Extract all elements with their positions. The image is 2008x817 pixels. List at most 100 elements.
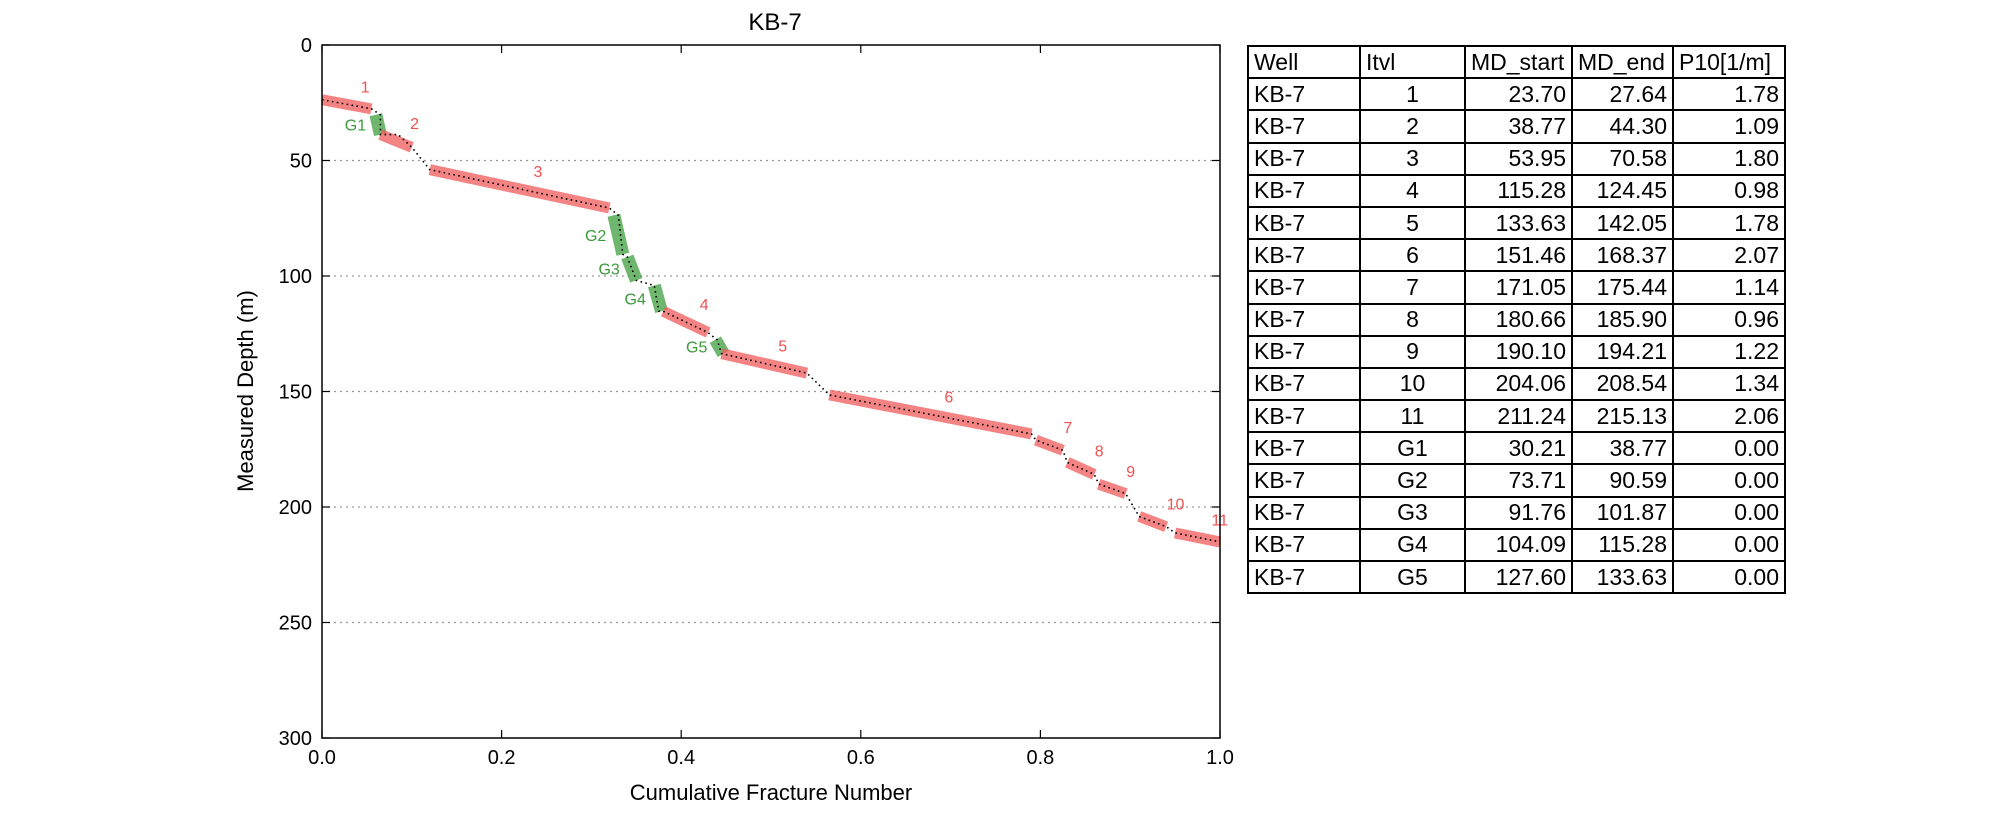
interval-label: 4 (700, 297, 709, 314)
interval-label: 7 (1063, 420, 1072, 437)
gap-band (614, 215, 623, 254)
cell-well: KB-7 (1248, 271, 1360, 303)
cell-itvl: 2 (1360, 110, 1465, 142)
cell-well: KB-7 (1248, 143, 1360, 175)
col-header-md-end: MD_end (1572, 46, 1673, 78)
cell-p10: 1.78 (1673, 78, 1785, 110)
cell-md-start: 171.05 (1465, 271, 1572, 303)
cell-p10: 0.00 (1673, 497, 1785, 529)
cell-itvl: 10 (1360, 368, 1465, 400)
cell-md-start: 91.76 (1465, 497, 1572, 529)
col-header-md-start: MD_start (1465, 46, 1572, 78)
interval-label: 3 (534, 164, 543, 181)
y-tick-label: 200 (279, 497, 312, 519)
interval-band (1036, 440, 1063, 450)
cell-well: KB-7 (1248, 529, 1360, 561)
cell-itvl: 7 (1360, 271, 1465, 303)
cell-md-start: 104.09 (1465, 529, 1572, 561)
table-row: KB-7 6 151.46 168.37 2.07 (1248, 239, 1785, 271)
axis-ticks: 0.0 0.2 0.4 0.6 0.8 1.0050100150200250300 (279, 35, 1234, 769)
cell-p10: 0.00 (1673, 529, 1785, 561)
cell-well: KB-7 (1248, 497, 1360, 529)
cell-md-start: 38.77 (1465, 110, 1572, 142)
gap-label: G3 (598, 262, 619, 279)
cell-well: KB-7 (1248, 239, 1360, 271)
cell-md-end: 142.05 (1572, 207, 1673, 239)
interval-label: 5 (778, 338, 787, 355)
cell-p10: 1.14 (1673, 271, 1785, 303)
col-header-well: Well (1248, 46, 1360, 78)
gap-label: G2 (585, 228, 606, 245)
y-tick-label: 150 (279, 382, 312, 404)
cell-md-end: 185.90 (1572, 304, 1673, 336)
cell-itvl: G1 (1360, 432, 1465, 464)
interval-label: 6 (944, 389, 953, 406)
cell-md-end: 44.30 (1572, 110, 1673, 142)
interval-band (430, 170, 610, 208)
cell-well: KB-7 (1248, 110, 1360, 142)
interval-label: 8 (1095, 443, 1104, 460)
cell-md-start: 73.71 (1465, 464, 1572, 496)
cell-well: KB-7 (1248, 175, 1360, 207)
cell-md-start: 180.66 (1465, 304, 1572, 336)
x-tick-label: 0.0 (308, 747, 336, 769)
table-row: KB-7 10 204.06 208.54 1.34 (1248, 368, 1785, 400)
cell-p10: 0.00 (1673, 432, 1785, 464)
cell-md-end: 215.13 (1572, 400, 1673, 432)
cell-well: KB-7 (1248, 207, 1360, 239)
table-row: KB-7 9 190.10 194.21 1.22 (1248, 336, 1785, 368)
table-row: KB-7 G5 127.60 133.63 0.00 (1248, 561, 1785, 593)
cell-md-end: 70.58 (1572, 143, 1673, 175)
table-header-row: Well Itvl MD_start MD_end P10[1/m] (1248, 46, 1785, 78)
cell-itvl: G2 (1360, 464, 1465, 496)
cell-md-start: 190.10 (1465, 336, 1572, 368)
cell-itvl: 5 (1360, 207, 1465, 239)
interval-bands (322, 100, 1220, 542)
y-axis-label: Measured Depth (m) (233, 290, 258, 492)
interval-label: 1 (361, 79, 370, 96)
cell-md-end: 90.59 (1572, 464, 1673, 496)
cell-md-end: 168.37 (1572, 239, 1673, 271)
x-tick-label: 0.4 (667, 747, 695, 769)
table-row: KB-7 3 53.95 70.58 1.80 (1248, 143, 1785, 175)
y-tick-label: 50 (290, 151, 312, 173)
gap-label: G5 (686, 340, 707, 357)
interval-band (1139, 516, 1166, 526)
cell-well: KB-7 (1248, 561, 1360, 593)
cell-p10: 0.96 (1673, 304, 1785, 336)
cell-itvl: G4 (1360, 529, 1465, 561)
cell-md-start: 211.24 (1465, 400, 1572, 432)
y-tick-label: 0 (301, 35, 312, 57)
cell-md-end: 208.54 (1572, 368, 1673, 400)
interval-label: 2 (410, 116, 419, 133)
y-tick-label: 300 (279, 728, 312, 750)
table-row: KB-7 2 38.77 44.30 1.09 (1248, 110, 1785, 142)
interval-band (380, 135, 411, 148)
x-axis-label: Cumulative Fracture Number (630, 780, 912, 805)
table-row: KB-7 4 115.28 124.45 0.98 (1248, 175, 1785, 207)
cell-itvl: 9 (1360, 336, 1465, 368)
gap-label: G4 (625, 291, 646, 308)
cell-well: KB-7 (1248, 336, 1360, 368)
cell-p10: 2.06 (1673, 400, 1785, 432)
cell-md-start: 115.28 (1465, 175, 1572, 207)
interval-label: 10 (1167, 497, 1185, 514)
cell-md-start: 151.46 (1465, 239, 1572, 271)
cell-p10: 0.00 (1673, 561, 1785, 593)
cell-md-start: 53.95 (1465, 143, 1572, 175)
cell-itvl: G5 (1360, 561, 1465, 593)
cell-p10: 0.00 (1673, 464, 1785, 496)
cell-itvl: 1 (1360, 78, 1465, 110)
gap-band (627, 257, 636, 280)
interval-band (663, 311, 708, 332)
cell-md-end: 124.45 (1572, 175, 1673, 207)
cell-md-end: 38.77 (1572, 432, 1673, 464)
cell-well: KB-7 (1248, 432, 1360, 464)
cell-md-end: 133.63 (1572, 561, 1673, 593)
interval-band (1067, 462, 1094, 474)
x-tick-label: 0.8 (1026, 747, 1054, 769)
cell-p10: 0.98 (1673, 175, 1785, 207)
interval-table: Well Itvl MD_start MD_end P10[1/m] KB-7 1… (1247, 45, 1786, 594)
